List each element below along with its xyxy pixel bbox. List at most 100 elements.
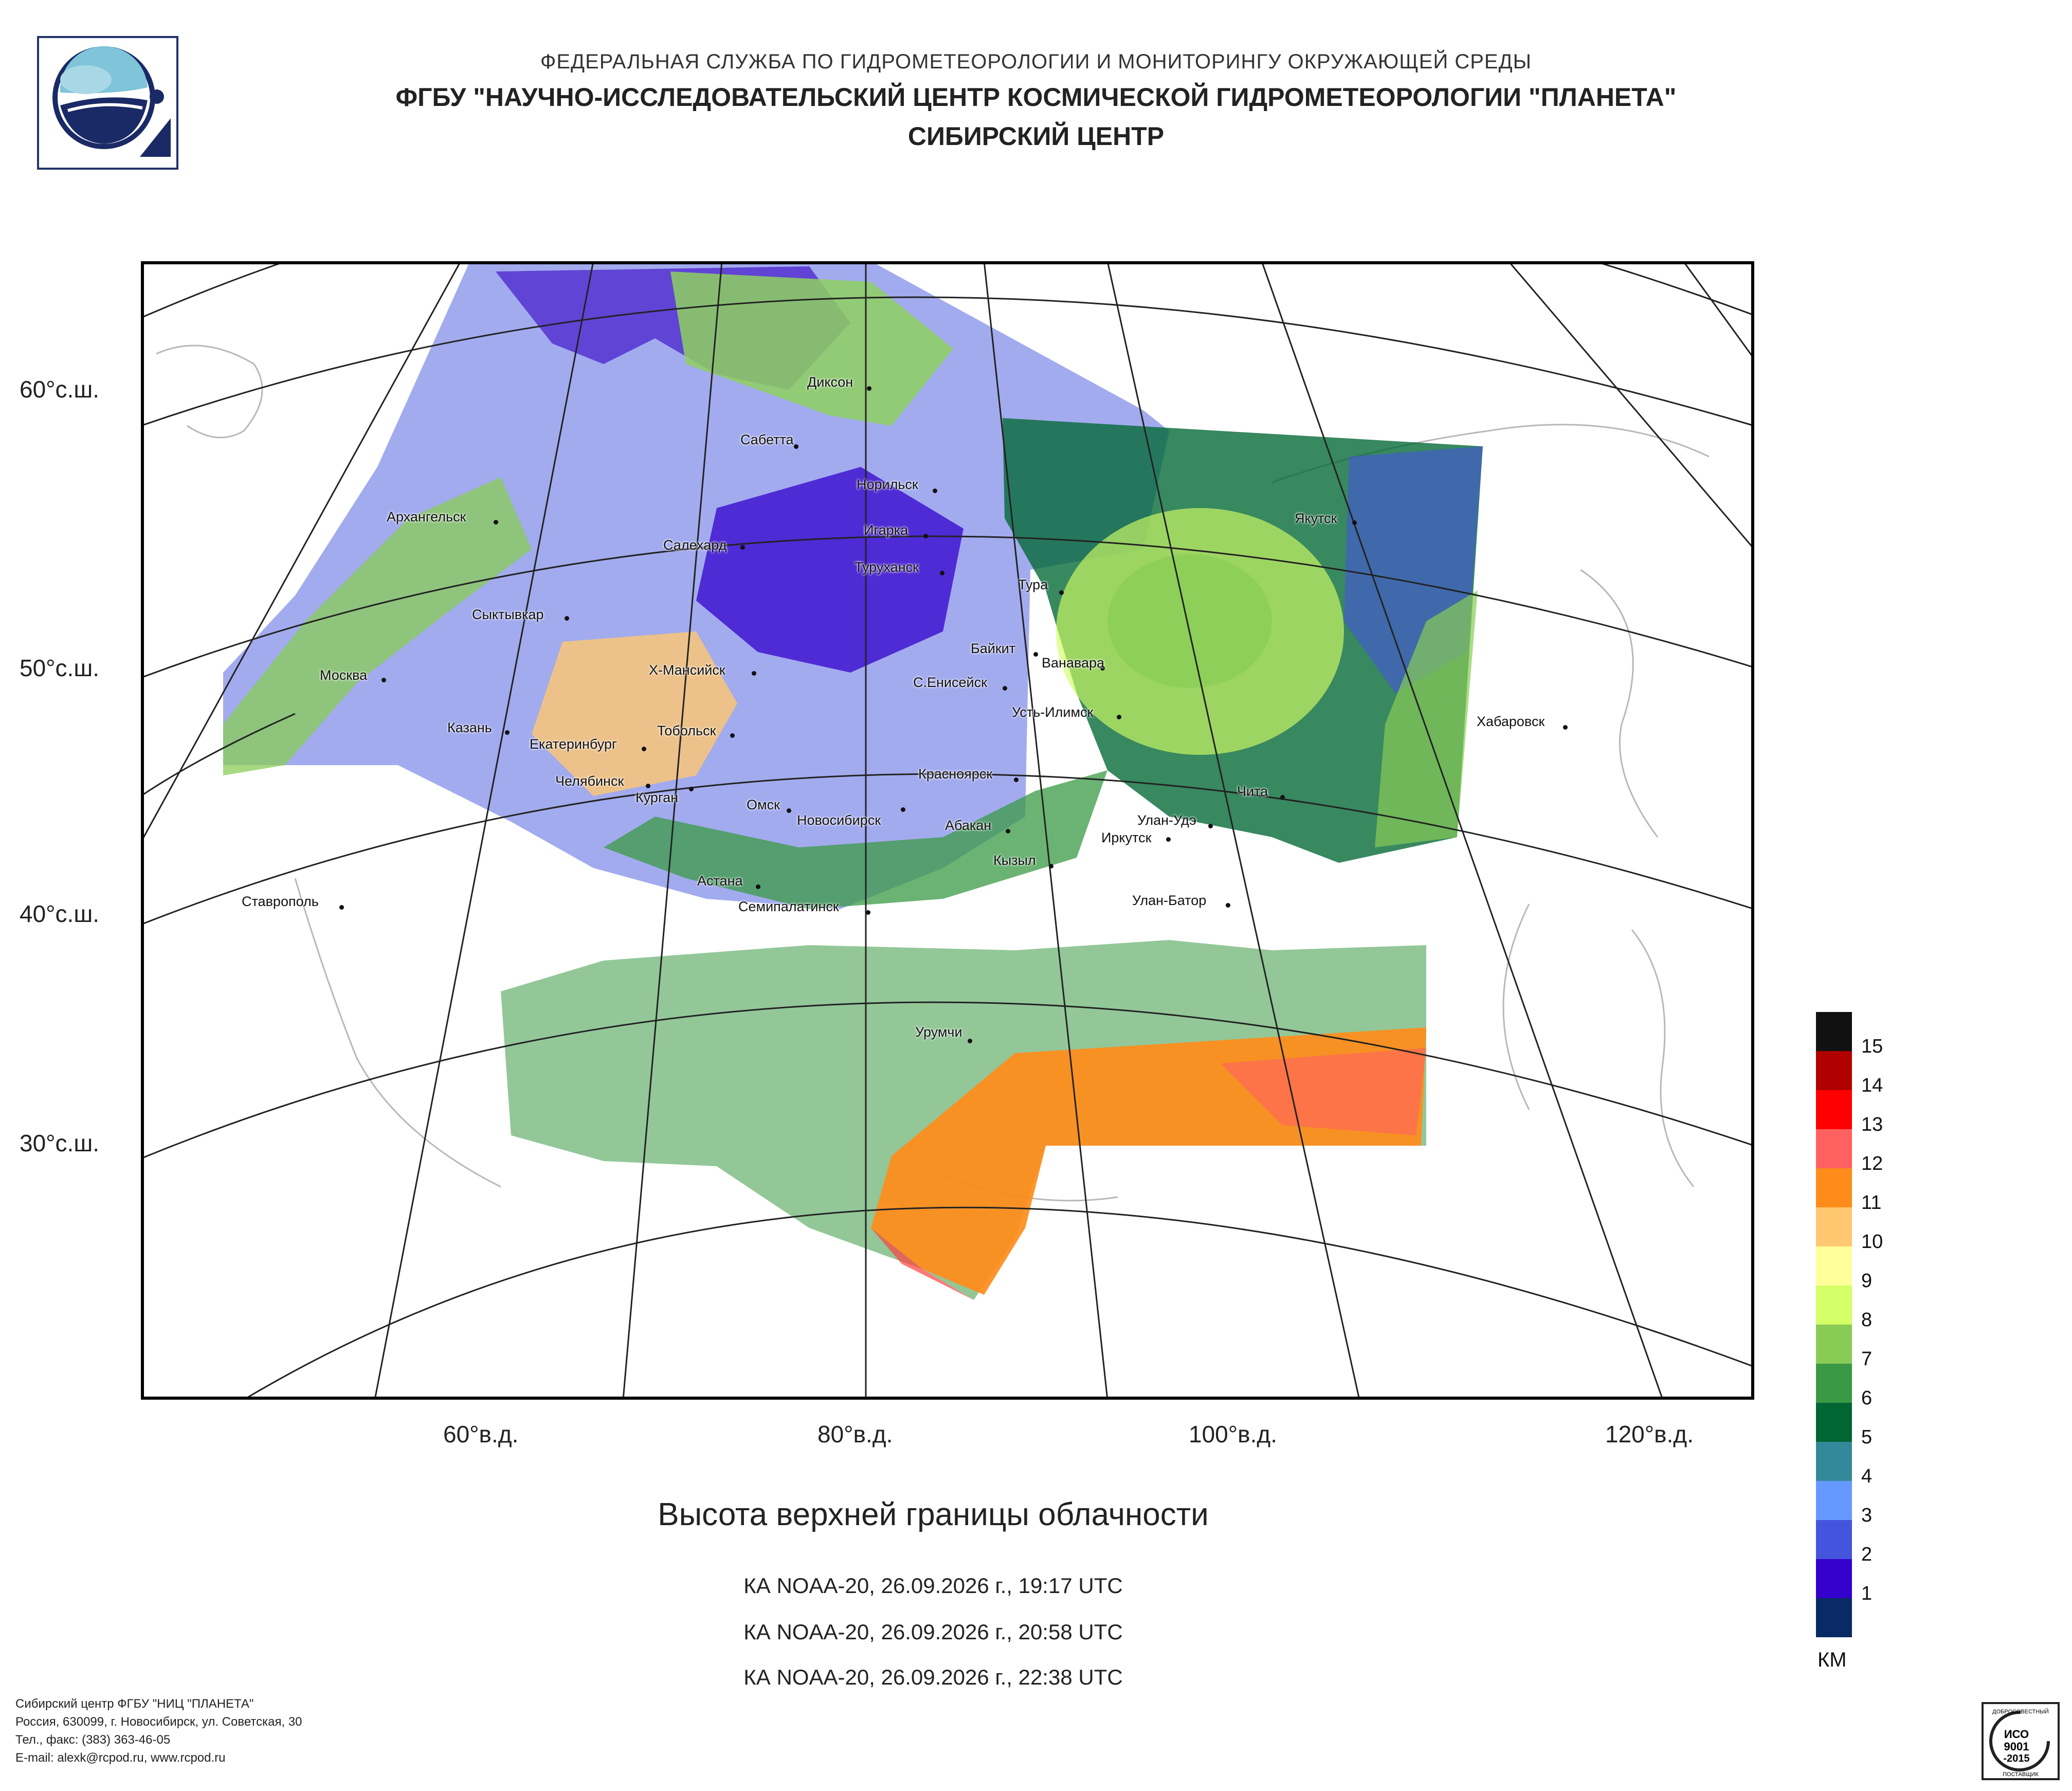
city-label: Челябинск <box>555 773 624 789</box>
city-label: Тура <box>1018 577 1048 592</box>
lon-label-100: 100°в.д. <box>1189 1421 1277 1448</box>
legend-swatch <box>1816 1168 1852 1207</box>
iso-cert-badge: ДОБРОСОВЕСТНЫЙ ИСО 9001 -2015 ПОСТАВЩИК <box>1982 1702 2060 1780</box>
city-label: Кызыл <box>993 853 1036 868</box>
lat-label-50: 50°с.ш. <box>20 655 100 681</box>
cert-line5: ПОСТАВЩИК <box>2003 1771 2039 1778</box>
city-label: Норильск <box>857 477 918 492</box>
city-label: Семипалатинск <box>738 899 839 914</box>
legend-label: 10 <box>1861 1231 1883 1253</box>
coastlines <box>156 345 1710 1202</box>
legend-label: 12 <box>1861 1153 1883 1174</box>
legend-label: 5 <box>1861 1426 1873 1448</box>
legend-label: 13 <box>1861 1114 1883 1135</box>
city-label: Тобольск <box>657 723 716 738</box>
legend-swatch <box>1816 1598 1852 1637</box>
legend-swatch <box>1816 1325 1852 1364</box>
legend-label: 4 <box>1861 1466 1873 1487</box>
city-label: Хабаровск <box>1477 714 1545 729</box>
footer-contact: Сибирский центр ФГБУ "НИЦ "ПЛАНЕТА" Росс… <box>15 1695 302 1767</box>
map-title: Высота верхней границы облачности <box>658 1497 1209 1532</box>
legend-label: 9 <box>1861 1270 1873 1292</box>
city-label: Х-Мансийск <box>649 662 725 678</box>
legend-swatch <box>1816 1364 1852 1403</box>
city-label: Екатеринбург <box>530 736 617 752</box>
lon-label-120: 120°в.д. <box>1605 1421 1694 1448</box>
legend-swatch <box>1816 1207 1852 1246</box>
legend-label: 11 <box>1861 1192 1882 1214</box>
legend-swatch <box>1816 1481 1852 1520</box>
satellite-pass-2: КА NOAA-20, 26.09.2026 г., 20:58 UTC <box>743 1620 1123 1644</box>
city-label: Омск <box>747 797 780 812</box>
agency-name: ФЕДЕРАЛЬНАЯ СЛУЖБА ПО ГИДРОМЕТЕОРОЛОГИИ … <box>540 50 1532 73</box>
city-label: Сабетта <box>740 432 794 447</box>
legend-label: 1 <box>1861 1583 1873 1604</box>
map-frame <box>141 261 1754 1400</box>
city-label: Сыктывкар <box>472 607 544 622</box>
footer-address: Россия, 630099, г. Новосибирск, ул. Сове… <box>15 1715 302 1729</box>
city-label: Архангельск <box>387 509 466 524</box>
city-label: Астана <box>697 873 743 889</box>
legend-swatch <box>1816 1012 1852 1051</box>
legend-swatch <box>1816 1520 1852 1559</box>
cert-line3: 9001 <box>2004 1740 2029 1753</box>
legend-swatch <box>1816 1129 1852 1168</box>
legend-swatch <box>1816 1090 1852 1129</box>
legend-swatch <box>1816 1246 1852 1286</box>
city-label: С.Енисейск <box>913 675 987 690</box>
city-label: Москва <box>320 667 368 683</box>
lat-label-60: 60°с.ш. <box>20 376 100 403</box>
legend-swatch <box>1816 1559 1852 1598</box>
city-label: Игарка <box>864 522 908 538</box>
city-label: Салехард <box>663 537 727 553</box>
footer-org: Сибирский центр ФГБУ "НИЦ "ПЛАНЕТА" <box>15 1697 254 1711</box>
legend-unit: КМ <box>1817 1649 1847 1671</box>
lon-label-60: 60°в.д. <box>443 1421 519 1448</box>
city-label: Абакан <box>945 818 992 833</box>
graticule <box>141 261 1754 1400</box>
legend-swatch <box>1816 1442 1852 1481</box>
city-label: Байкит <box>971 641 1016 656</box>
cert-line4: -2015 <box>2003 1753 2029 1764</box>
height-legend <box>1816 1012 1852 1637</box>
city-label: Туруханск <box>855 559 919 575</box>
city-label: Якутск <box>1295 511 1337 526</box>
city-label: Улан-Батор <box>1132 893 1207 908</box>
city-label: Урумчи <box>915 1024 962 1040</box>
city-label: Ванавара <box>1042 655 1105 671</box>
legend-label: 15 <box>1861 1036 1883 1057</box>
satellite-pass-3: КА NOAA-20, 26.09.2026 г., 22:38 UTC <box>743 1665 1123 1689</box>
footer-phone: Тел., факс: (383) 363-46-05 <box>15 1733 171 1747</box>
legend-label: 3 <box>1861 1505 1873 1526</box>
city-label: Усть-Илимск <box>1012 704 1094 720</box>
legend-label: 14 <box>1861 1075 1883 1096</box>
legend-label: 8 <box>1861 1309 1873 1331</box>
lon-label-80: 80°в.д. <box>817 1421 893 1448</box>
institute-name: ФГБУ "НАУЧНО-ИССЛЕДОВАТЕЛЬСКИЙ ЦЕНТР КОС… <box>395 83 1677 112</box>
legend-label: 7 <box>1861 1348 1873 1370</box>
cert-line2: ИСО <box>2004 1728 2029 1741</box>
city-label: Иркутск <box>1101 830 1152 845</box>
legend-swatch <box>1816 1403 1852 1442</box>
city-label: Ставрополь <box>242 894 319 909</box>
cert-line1: ДОБРОСОВЕСТНЫЙ <box>1992 1708 2049 1715</box>
cloud-top-height-map <box>141 261 1754 1400</box>
cloud-field <box>223 261 1483 1300</box>
legend-label: 6 <box>1861 1387 1873 1409</box>
satellite-pass-1: КА NOAA-20, 26.09.2026 г., 19:17 UTC <box>743 1573 1123 1598</box>
legend-label: 2 <box>1861 1544 1873 1565</box>
planeta-logo <box>37 36 178 170</box>
legend-swatch <box>1816 1051 1852 1090</box>
city-label: Новосибирск <box>797 812 881 828</box>
city-label: Казань <box>447 720 492 735</box>
footer-email: E-mail: alexk@rcpod.ru, www.rcpod.ru <box>15 1751 226 1765</box>
city-label: Улан-Удэ <box>1137 812 1196 828</box>
center-name: СИБИРСКИЙ ЦЕНТР <box>907 122 1165 151</box>
city-label: Красноярск <box>918 766 993 782</box>
city-label: Курган <box>635 790 679 805</box>
lat-label-40: 40°с.ш. <box>20 900 100 927</box>
lat-label-30: 30°с.ш. <box>20 1130 100 1156</box>
city-label: Чита <box>1237 784 1268 799</box>
legend-swatch <box>1816 1286 1852 1325</box>
city-label: Диксон <box>807 374 853 390</box>
